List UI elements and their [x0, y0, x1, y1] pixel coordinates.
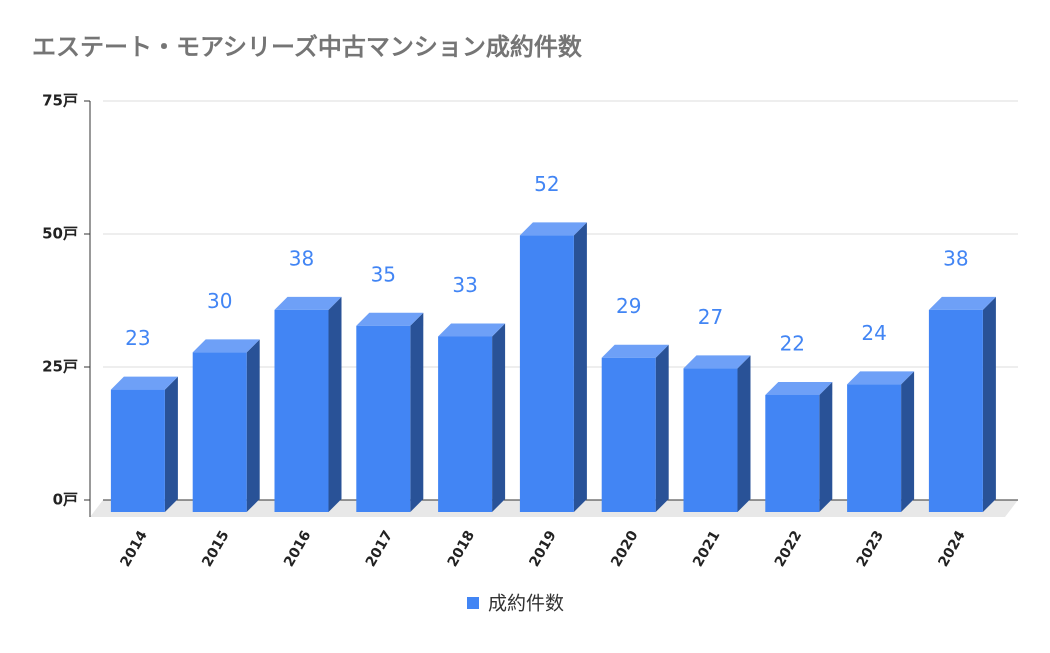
bar-face: [110, 389, 165, 512]
bar-face: [683, 355, 751, 369]
x-tick-label: 2014: [117, 528, 150, 570]
bar-face: [246, 339, 260, 512]
data-label: 52: [534, 172, 559, 196]
bar-face: [438, 323, 506, 337]
bar-face: [847, 384, 902, 512]
x-tick-label: 2019: [526, 528, 559, 570]
bar-face: [982, 296, 996, 512]
bar: [438, 323, 506, 512]
bar-face: [655, 344, 669, 512]
data-label: 24: [861, 321, 886, 345]
legend-label: 成約件数: [488, 593, 564, 615]
bar-face: [274, 309, 329, 512]
x-tick-label: 2023: [854, 528, 887, 570]
y-tick-label: 0戸: [53, 491, 78, 509]
bar-face: [819, 381, 833, 512]
bar-face: [601, 357, 656, 512]
bar-face: [765, 394, 820, 512]
bar: [274, 296, 342, 512]
bar-face: [438, 336, 493, 512]
bar-face: [928, 296, 996, 310]
bar: [192, 339, 260, 512]
data-label: 22: [780, 331, 805, 355]
bar-face: [847, 371, 915, 385]
bar-face: [519, 222, 587, 236]
bar: [928, 296, 996, 512]
bar-face: [328, 296, 342, 512]
bar-face: [110, 376, 178, 390]
data-label: 38: [289, 246, 314, 270]
data-label: 33: [452, 273, 477, 297]
data-label: 27: [698, 305, 723, 329]
chart-title: エステート・モアシリーズ中古マンション成約件数: [32, 33, 583, 61]
bar: [683, 355, 751, 512]
bar-face: [601, 344, 669, 358]
bar-face: [519, 235, 574, 513]
x-tick-label: 2017: [363, 528, 396, 570]
bar: [519, 222, 587, 513]
bar: [765, 381, 833, 512]
bar: [110, 376, 178, 512]
bar-face: [356, 312, 424, 326]
data-label: 35: [371, 262, 396, 286]
data-label: 38: [943, 246, 968, 270]
data-label: 30: [207, 289, 232, 313]
y-tick-label: 25戸: [42, 358, 78, 376]
bar: [847, 371, 915, 512]
x-tick-label: 2020: [608, 528, 641, 570]
bar-face: [492, 323, 506, 512]
bar-face: [356, 325, 411, 512]
bar-face: [737, 355, 751, 512]
bar-face: [901, 371, 915, 512]
bar-face: [573, 222, 587, 513]
y-tick-label: 75戸: [42, 92, 78, 110]
bar-face: [192, 352, 247, 512]
x-tick-label: 2018: [445, 528, 478, 570]
bar: [356, 312, 424, 512]
x-tick-label: 2016: [281, 528, 314, 570]
bar-face: [683, 368, 738, 512]
x-tick-label: 2015: [199, 528, 232, 570]
data-label: 29: [616, 294, 641, 318]
bar-face: [928, 309, 983, 512]
legend-swatch: [467, 597, 479, 609]
bar: [601, 344, 669, 512]
bar-face: [192, 339, 260, 353]
bar-face: [765, 381, 833, 395]
y-tick-label: 50戸: [42, 225, 78, 243]
bar-face: [274, 296, 342, 310]
x-tick-label: 2024: [935, 528, 968, 570]
bar-face: [410, 312, 424, 512]
x-tick-label: 2021: [690, 528, 723, 570]
bar-face: [164, 376, 178, 512]
data-label: 23: [125, 326, 150, 350]
x-tick-label: 2022: [772, 528, 805, 570]
